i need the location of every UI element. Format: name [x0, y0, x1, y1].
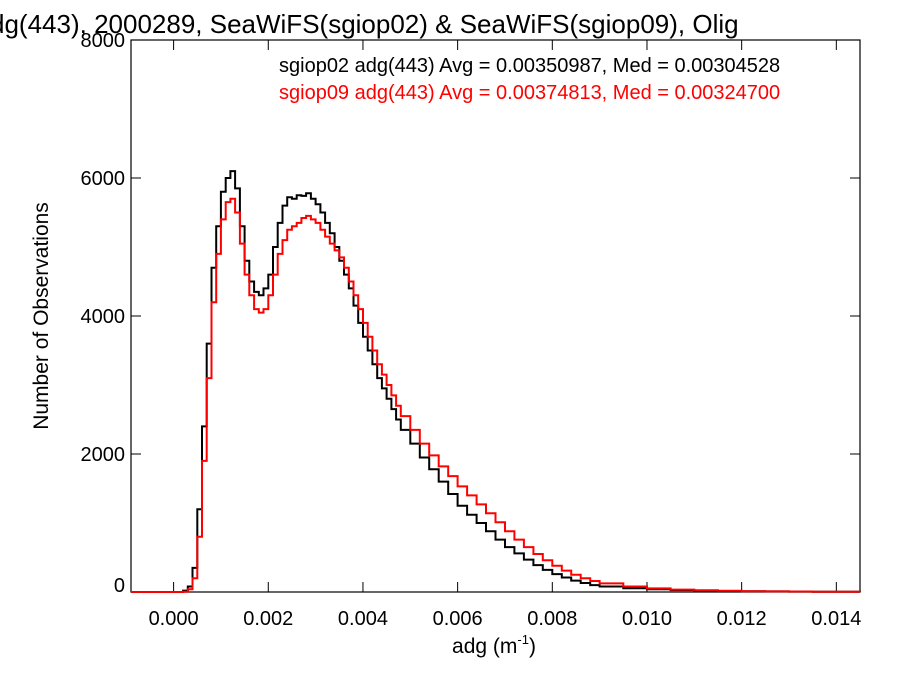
x-tick-label: 0.002 [243, 608, 293, 630]
x-tick-label: 0.010 [622, 608, 672, 630]
chart-title: dg(443), 2000289, SeaWiFS(sgiop02) & Sea… [0, 9, 739, 39]
x-tick-label: 0.006 [433, 608, 483, 630]
y-tick-label: 6000 [81, 168, 126, 190]
x-tick-label: 0.004 [338, 608, 388, 630]
x-tick-label: 0.012 [717, 608, 767, 630]
x-tick-label: 0.008 [527, 608, 577, 630]
series-layer [131, 170, 861, 593]
series-line-1 [131, 170, 861, 593]
series-line-2 [131, 197, 861, 593]
x-axis: 0.000 0.002 0.004 0.006 0.008 0.010 0.012 0.014 [149, 40, 861, 630]
y-tick-label: 4000 [81, 306, 126, 328]
x-axis-label: adg (m-1) [452, 632, 536, 658]
x-axis-label-close: ) [529, 635, 536, 658]
y-tick-label: 0 [114, 575, 125, 597]
legend-entry-series-1: sgiop02 adg(443) Avg = 0.00350987, Med =… [279, 55, 780, 77]
plot-frame [130, 39, 861, 593]
x-tick-label: 0.000 [149, 608, 199, 630]
y-axis-label: Number of Observations [30, 202, 53, 430]
y-tick-label: 2000 [81, 444, 126, 466]
x-tick-label: 0.014 [811, 608, 861, 630]
legend-entry-series-2: sgiop09 adg(443) Avg = 0.00374813, Med =… [279, 82, 780, 104]
y-tick-label: 8000 [81, 30, 126, 52]
x-axis-label-superscript: -1 [517, 632, 529, 647]
y-axis: 0 2000 4000 6000 8000 [81, 30, 860, 597]
x-axis-label-main: adg (m [452, 635, 517, 658]
